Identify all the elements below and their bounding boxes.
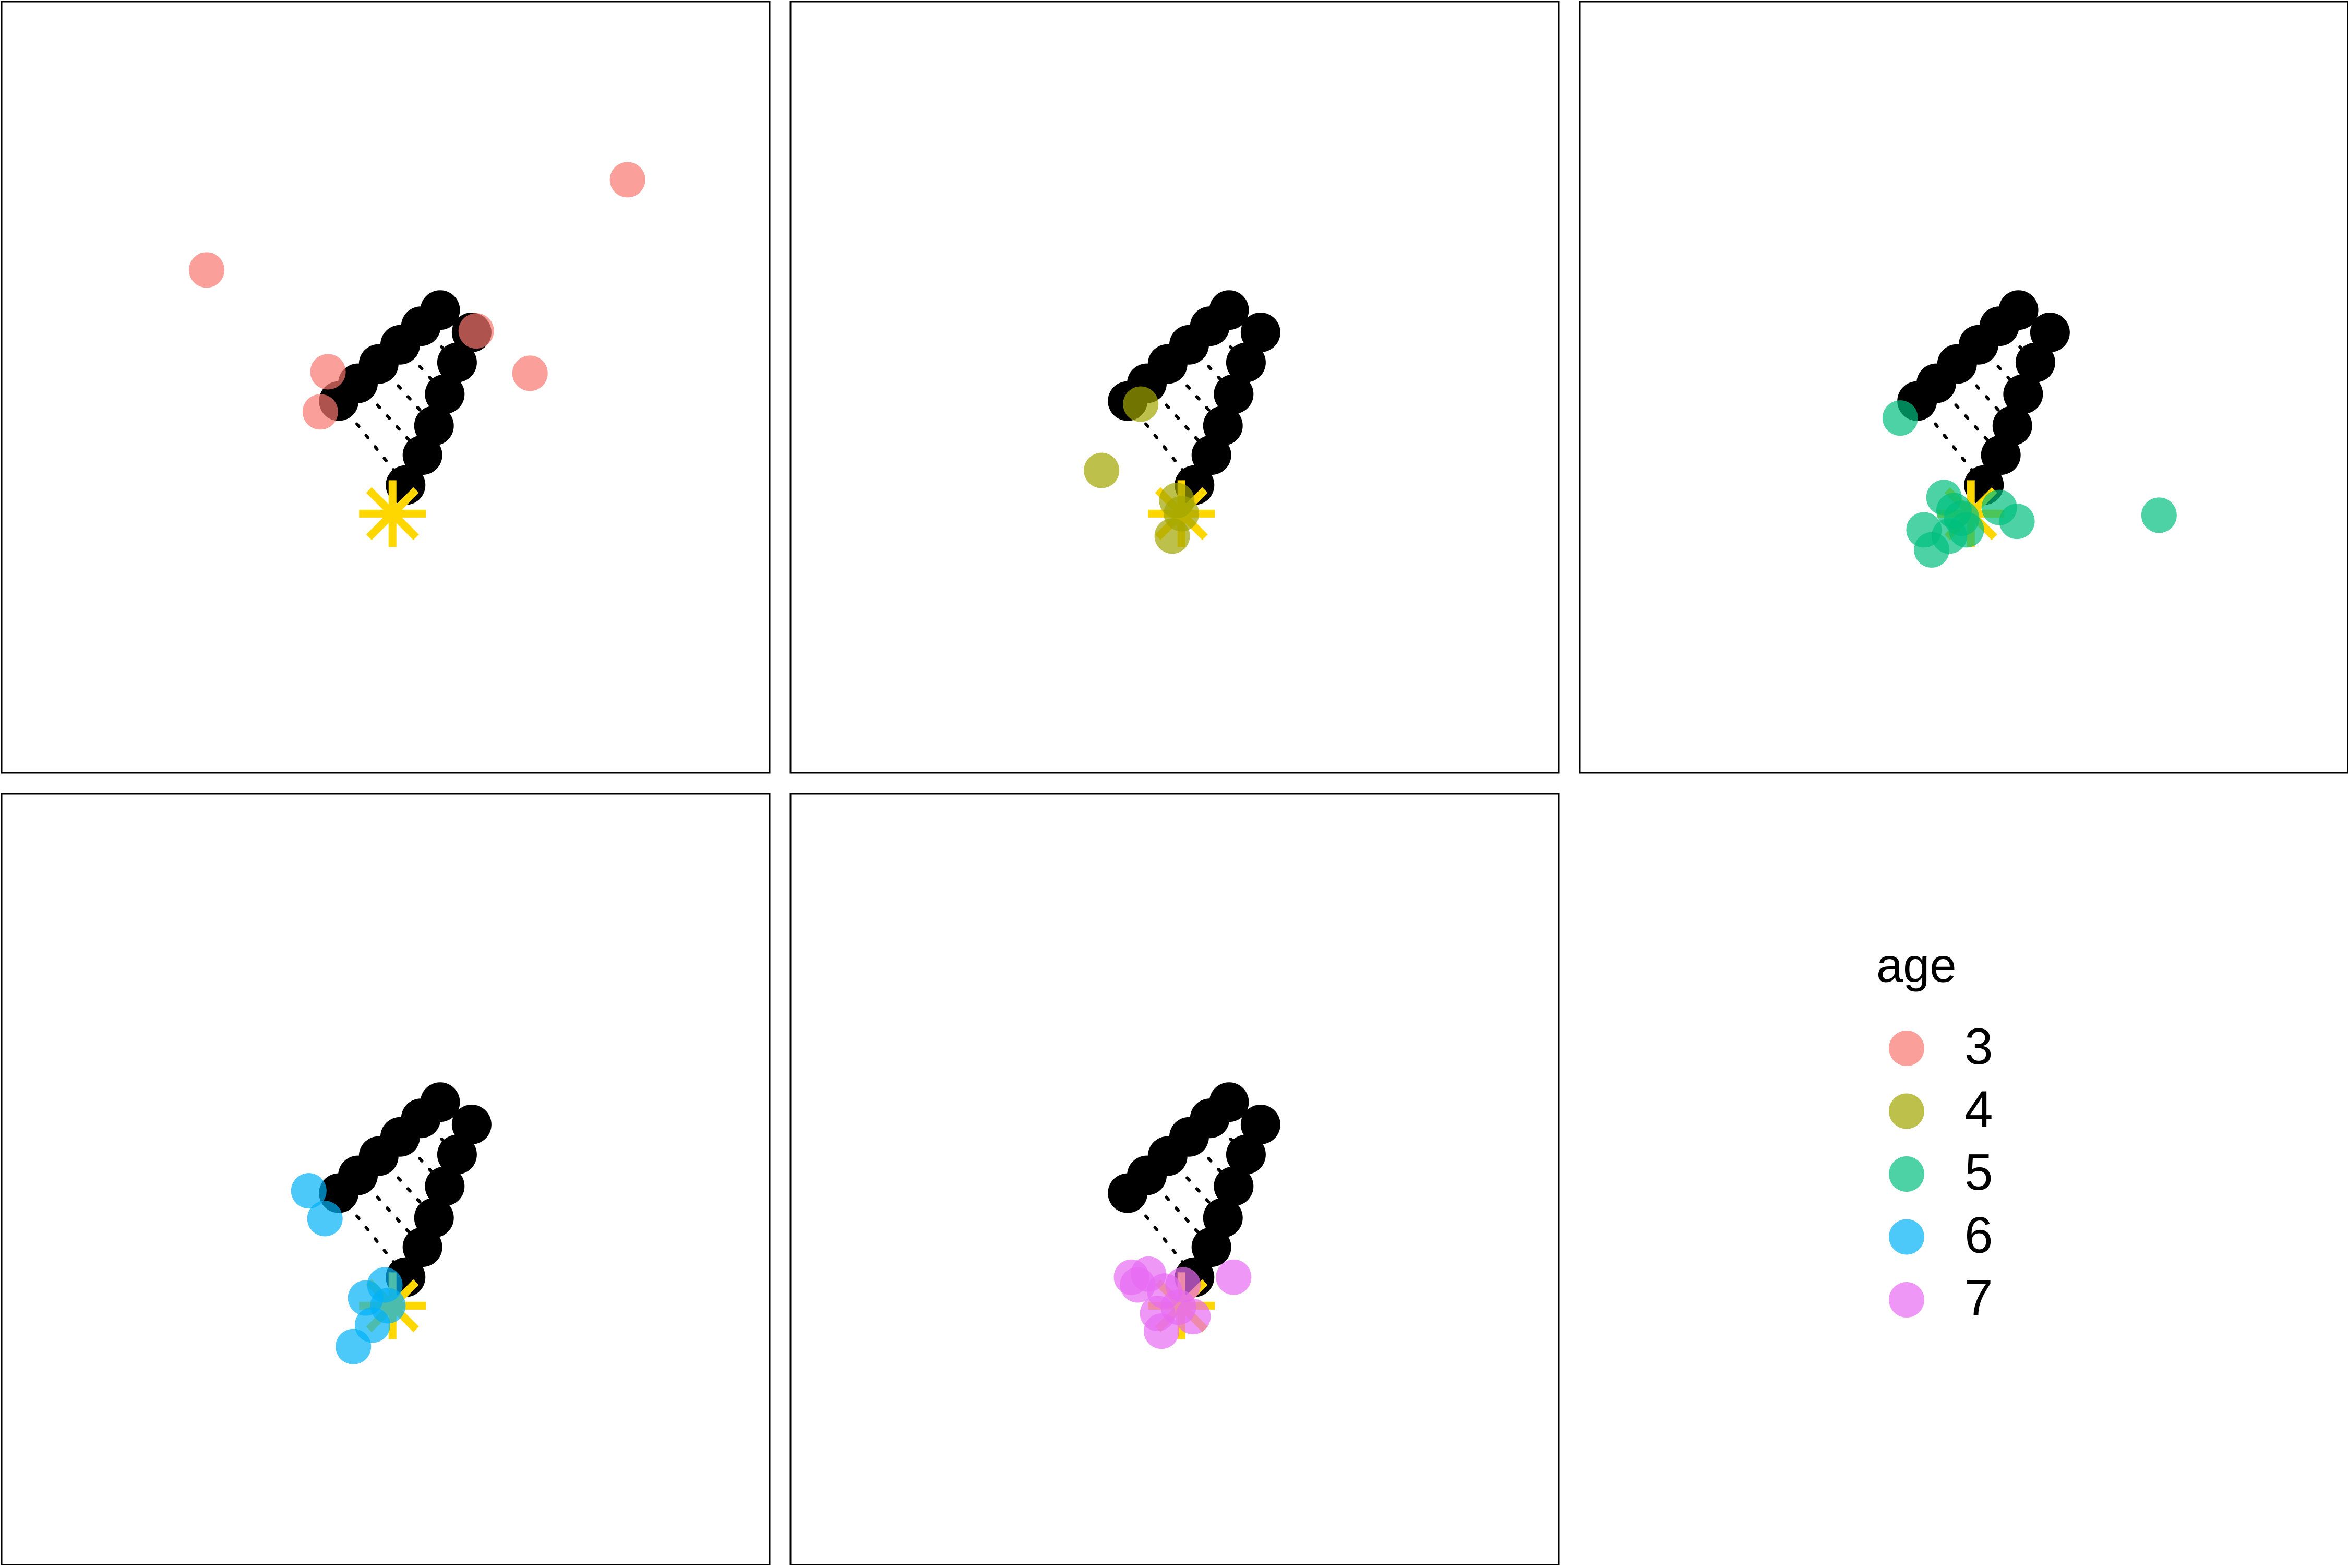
legend-key — [1889, 1219, 1924, 1255]
outline-point — [437, 1134, 477, 1175]
legend-label: 5 — [1964, 1143, 1993, 1201]
panel-border — [1579, 1, 2348, 774]
point — [1999, 504, 2035, 540]
legend-label: 6 — [1964, 1206, 1993, 1263]
target-star — [359, 480, 426, 547]
point — [1216, 1259, 1252, 1295]
legend-key — [1889, 1093, 1924, 1129]
outline-hatch — [398, 1135, 447, 1188]
panel-border — [1, 1, 771, 774]
outline-point — [1214, 374, 1254, 414]
outline-point — [1191, 1227, 1231, 1267]
outline-point — [1226, 1134, 1266, 1175]
point — [609, 162, 645, 198]
legend-key — [1889, 1282, 1924, 1318]
point — [2141, 497, 2177, 533]
legend-key — [1889, 1031, 1924, 1066]
outline-point — [2015, 342, 2055, 382]
outline-hatch — [1976, 343, 2025, 396]
outline-point — [1191, 435, 1231, 475]
outline-point — [1240, 313, 1280, 353]
outline-point — [420, 290, 460, 330]
legend-label: 7 — [1964, 1269, 1993, 1326]
point — [1143, 1313, 1179, 1349]
outline-point — [1240, 1105, 1280, 1145]
legend-key — [1889, 1156, 1924, 1192]
point — [1120, 1267, 1156, 1303]
point — [1084, 452, 1120, 488]
outline-point — [402, 435, 442, 475]
point — [307, 1201, 343, 1237]
point — [291, 1173, 327, 1209]
panel-border — [1, 793, 771, 1566]
outline-point — [2030, 313, 2070, 353]
point — [458, 313, 494, 349]
outline-point — [2003, 374, 2043, 414]
point — [1175, 1299, 1211, 1335]
point — [1123, 386, 1159, 422]
outline-point — [1226, 342, 1266, 382]
point — [1882, 400, 1918, 436]
point — [336, 1328, 372, 1364]
point — [370, 1288, 406, 1324]
legend-label: 3 — [1964, 1018, 1993, 1075]
panel-border — [789, 1, 1560, 774]
point — [1154, 518, 1190, 554]
point — [512, 355, 548, 391]
panel-border — [789, 793, 1560, 1566]
outline-point — [1981, 435, 2021, 475]
outline-point — [1209, 290, 1249, 330]
outline-point — [420, 1082, 460, 1122]
point — [1936, 493, 1972, 529]
outline-hatch — [1187, 343, 1236, 396]
outline-point — [1998, 290, 2039, 330]
outline-hatch — [398, 343, 447, 396]
outline-point — [451, 1105, 492, 1145]
outline-hatch — [1187, 1135, 1236, 1188]
star-arm — [366, 487, 419, 540]
outline-point — [1214, 1166, 1254, 1206]
outline-point — [402, 1227, 442, 1267]
legend-label: 4 — [1964, 1080, 1993, 1138]
point — [310, 354, 346, 390]
outline-point — [425, 1166, 465, 1206]
point — [189, 252, 225, 288]
outline-point — [437, 342, 477, 382]
outline-point — [1209, 1082, 1249, 1122]
outline-point — [425, 374, 465, 414]
point — [302, 394, 338, 430]
legend-title: age — [1876, 939, 1957, 992]
